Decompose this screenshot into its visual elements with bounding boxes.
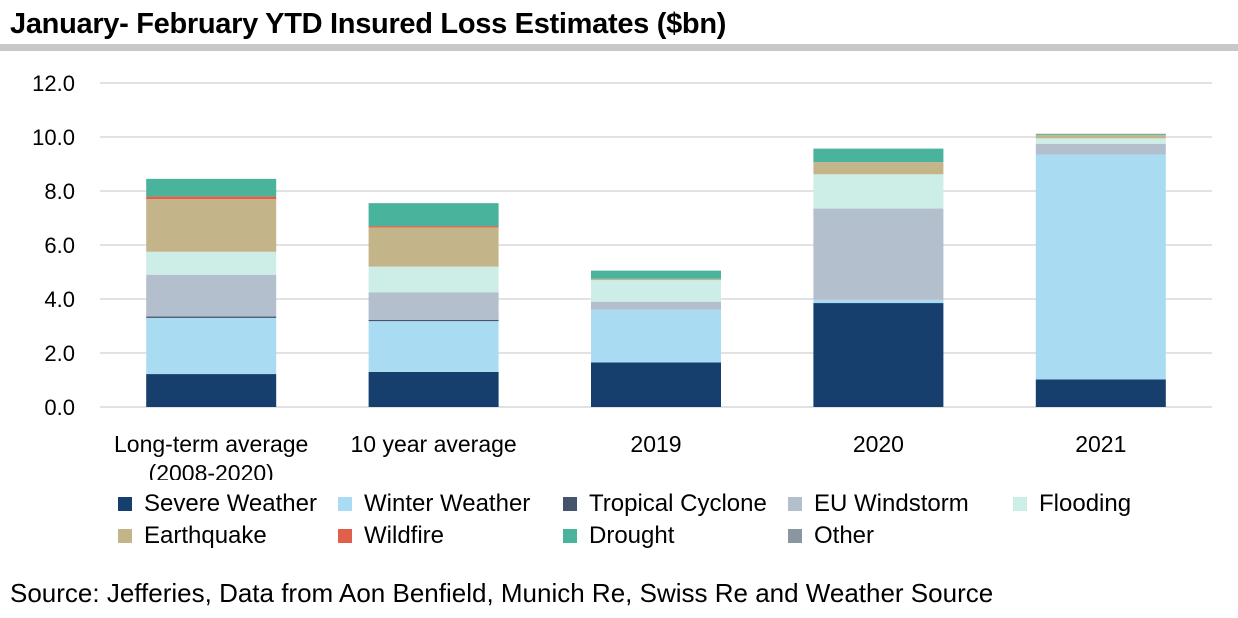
legend-item: Flooding (1013, 490, 1213, 518)
legend-swatch (788, 497, 802, 511)
bar-segment-drought (368, 203, 499, 227)
legend-label: Wildfire (364, 522, 445, 549)
bar-segment-drought (146, 178, 277, 197)
x-category-label: 2021 (1075, 431, 1126, 457)
y-axis-ticks: 0.0 2.0 4.0 6.0 8.0 10.0 12.0 (32, 71, 75, 420)
y-tick-label: 4.0 (44, 287, 75, 312)
x-category-label: 2019 (630, 431, 681, 457)
bar-segment-wildfire (368, 226, 499, 228)
legend-swatch (563, 497, 577, 511)
bar-segment-winter-weather (1035, 154, 1166, 380)
x-category-label: (2008-2020) (149, 460, 274, 480)
bars (146, 133, 1166, 407)
legend-row: Earthquake Wildfire Drought Other (118, 520, 1228, 552)
bar-segment-eu-windstorm (813, 208, 944, 300)
bar-segment-eu-windstorm (368, 292, 499, 320)
bar-segment-eu-windstorm (1035, 143, 1166, 155)
legend-label: Flooding (1039, 490, 1132, 517)
bar-segment-eu-windstorm (591, 301, 721, 310)
x-category-label: Long-term average (114, 431, 308, 457)
y-tick-label: 6.0 (44, 233, 75, 258)
legend-swatch (338, 497, 352, 511)
bar-segment-earthquake (591, 278, 721, 281)
y-tick-label: 10.0 (32, 125, 75, 150)
legend-swatch (788, 529, 802, 543)
bar-segment-earthquake (1035, 135, 1166, 139)
bar-segment-winter-weather (368, 321, 499, 372)
y-tick-label: 8.0 (44, 179, 75, 204)
bar-segment-other (1035, 133, 1166, 135)
bar-segment-earthquake (368, 227, 499, 267)
legend-item: Other (788, 522, 1013, 550)
legend-swatch (1013, 497, 1027, 511)
bar-segment-flooding (591, 280, 721, 302)
source-note: Source: Jefferies, Data from Aon Benfiel… (10, 578, 994, 608)
legend-swatch (563, 529, 577, 543)
legend-label: Winter Weather (364, 490, 531, 517)
bar-segment-severe-weather (813, 303, 944, 407)
y-tick-label: 0.0 (44, 395, 75, 420)
bar-segment-drought (591, 270, 721, 279)
title-underline (0, 44, 1238, 51)
legend-item: EU Windstorm (788, 490, 1013, 518)
bar-segment-severe-weather (591, 362, 721, 407)
bar-segment-severe-weather (368, 371, 499, 407)
x-category-label: 2020 (853, 431, 904, 457)
legend-item: Drought (563, 522, 788, 550)
chart-title: January- February YTD Insured Loss Estim… (10, 8, 727, 40)
legend-label: EU Windstorm (814, 490, 969, 517)
bar-segment-severe-weather (1035, 379, 1166, 407)
bar-segment-winter-weather (591, 309, 721, 363)
bar-segment-winter-weather (813, 299, 944, 304)
y-tick-label: 2.0 (44, 341, 75, 366)
bar-segment-flooding (1035, 138, 1166, 144)
legend-item: Winter Weather (338, 490, 563, 518)
bar-segment-earthquake (813, 162, 944, 175)
legend-item: Earthquake (118, 522, 338, 550)
y-tick-label: 12.0 (32, 71, 75, 96)
bar-segment-earthquake (146, 199, 277, 252)
bar-segment-winter-weather (146, 317, 277, 375)
legend-item: Severe Weather (118, 490, 338, 518)
legend-item: Tropical Cyclone (563, 490, 788, 518)
legend-swatch (118, 497, 132, 511)
bar-segment-drought (813, 148, 944, 163)
x-category-label: 10 year average (350, 431, 516, 457)
bar-segment-tropical-cyclone (368, 319, 499, 322)
bar-segment-flooding (813, 174, 944, 209)
legend-row: Severe Weather Winter Weather Tropical Cyc… (118, 488, 1228, 520)
bar-segment-eu-windstorm (146, 274, 277, 317)
bar-segment-tropical-cyclone (146, 316, 277, 318)
bar-segment-wildfire (146, 196, 277, 200)
legend-label: Earthquake (144, 522, 267, 549)
bar-segment-severe-weather (146, 374, 277, 407)
bar-segment-flooding (146, 251, 277, 275)
legend-label: Drought (589, 522, 675, 549)
legend-label: Other (814, 522, 875, 549)
bar-segment-drought (1035, 134, 1166, 136)
bar-segment-flooding (368, 266, 499, 293)
legend-swatch (118, 529, 132, 543)
legend-item: Wildfire (338, 522, 563, 550)
x-axis-labels: Long-term average (2008-2020) 10 year aver… (114, 431, 1126, 480)
legend-label: Severe Weather (144, 490, 317, 517)
legend-label: Tropical Cyclone (589, 490, 767, 517)
legend: Severe Weather Winter Weather Tropical Cyc… (118, 488, 1228, 552)
legend-swatch (338, 529, 352, 543)
stacked-bar-chart: 0.0 2.0 4.0 6.0 8.0 10.0 12.0 Long-term averag… (32, 71, 1212, 480)
